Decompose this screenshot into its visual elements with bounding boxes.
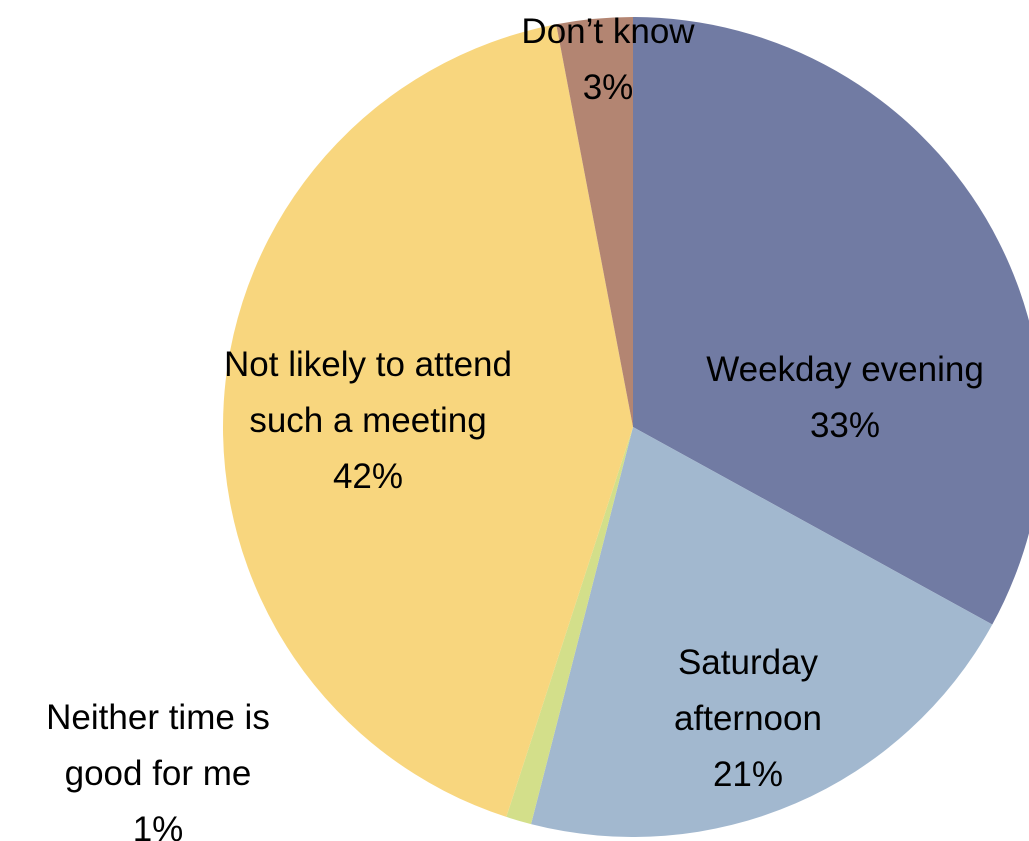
slice-label: Neither time is good for me 1% [8,690,308,841]
pie-slice [556,17,633,427]
category-label: Don’t know [521,12,695,51]
pie-slice [506,427,633,825]
value-label: 42% [332,457,404,496]
value-label: 3% [582,68,634,107]
pie-slice [531,427,993,837]
category-label: Weekday evening [706,350,984,389]
value-label: 33% [809,406,881,445]
slice-label: Don’t know 3% [478,4,738,116]
value-label: 21% [712,755,784,794]
slice-label: Weekday evening 33% [655,342,1029,454]
value-label: 1% [132,810,184,841]
category-label: Not likely to attend such a meeting [224,345,512,440]
pie-slice [222,24,633,817]
category-label: Saturday afternoon [674,643,822,738]
slice-label: Not likely to attend such a meeting 42% [223,337,513,505]
category-label: Neither time is good for me [46,698,270,793]
pie-slice [633,17,1029,625]
slice-label: Saturday afternoon 21% [648,635,848,803]
